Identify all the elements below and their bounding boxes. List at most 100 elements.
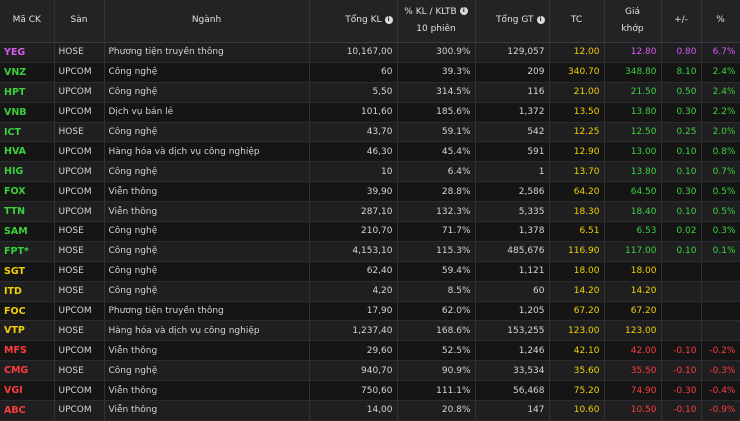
table-row[interactable]: HIG UPCOM Công nghệ 10 6.4% 1 13.70 13.80 0.10 0.…	[0, 161, 740, 183]
change-cell	[661, 301, 702, 322]
col-header-exchange[interactable]: Sàn	[54, 0, 105, 43]
match-price-cell: 35.50	[604, 360, 662, 382]
change-cell: 0.10	[661, 241, 702, 262]
col-header-change[interactable]: +/-	[661, 0, 702, 43]
symbol-cell[interactable]: HVA	[0, 141, 55, 163]
ref-price-cell: 64.20	[549, 181, 605, 203]
match-price-cell: 12.80	[604, 42, 662, 63]
info-icon[interactable]: i	[384, 15, 393, 24]
exchange-cell: HOSE	[54, 221, 105, 242]
volume-cell: 1,237,40	[309, 320, 398, 342]
table-row[interactable]: FOX UPCOM Viễn thông 39,90 28.8% 2,586 64.20 64…	[0, 181, 740, 203]
change-cell: 0.02	[661, 221, 702, 242]
change-pct-cell: -0.9%	[701, 400, 740, 421]
table-row[interactable]: FOC UPCOM Phương tiện truyền thông 17,90 62.…	[0, 301, 740, 322]
col-header-industry[interactable]: Ngành	[104, 0, 310, 43]
value-cell: 1,205	[475, 301, 550, 322]
change-pct-cell: -0.3%	[701, 360, 740, 382]
table-row[interactable]: ITD HOSE Công nghệ 4,20 8.5% 60 14.20 14.20	[0, 281, 740, 302]
change-cell: -0.30	[661, 380, 702, 402]
symbol-cell[interactable]: CMG	[0, 360, 55, 382]
exchange-cell: UPCOM	[54, 82, 105, 103]
table-row[interactable]: CMG HOSE Công nghệ 940,70 90.9% 33,534 35.60 35…	[0, 360, 740, 382]
pct-volume-cell: 8.5%	[397, 281, 476, 302]
table-row[interactable]: VTP HOSE Hàng hóa và dịch vụ công nghiệp 1,…	[0, 320, 740, 342]
col-header-total-value[interactable]: Tổng GT i	[475, 0, 550, 43]
change-pct-cell: 0.5%	[701, 181, 740, 203]
change-cell: -0.10	[661, 360, 702, 382]
table-row[interactable]: MFS UPCOM Viễn thông 29,60 52.5% 1,246 42.10 42…	[0, 340, 740, 362]
volume-cell: 940,70	[309, 360, 398, 382]
col-header-change-pct[interactable]: %	[701, 0, 740, 43]
change-pct-cell: -0.2%	[701, 340, 740, 362]
industry-cell: Công nghệ	[104, 241, 310, 262]
pct-volume-cell: 115.3%	[397, 241, 476, 262]
col-header-ref-price[interactable]: TC	[549, 0, 605, 43]
table-row[interactable]: TTN UPCOM Viễn thông 287,10 132.3% 5,335 18.30…	[0, 201, 740, 223]
table-row[interactable]: ABC UPCOM Viễn thông 14,00 20.8% 147 10.60 10.5…	[0, 400, 740, 421]
ref-price-cell: 18.00	[549, 261, 605, 282]
industry-cell: Công nghệ	[104, 221, 310, 242]
exchange-cell: UPCOM	[54, 380, 105, 402]
ref-price-cell: 75.20	[549, 380, 605, 402]
info-icon[interactable]: i	[459, 7, 468, 16]
table-row[interactable]: VNB UPCOM Dịch vụ bán lẻ 101,60 185.6% 1,372 1…	[0, 102, 740, 123]
ref-price-cell: 10.60	[549, 400, 605, 421]
symbol-cell[interactable]: ABC	[0, 400, 55, 421]
symbol-cell[interactable]: FPT*	[0, 241, 55, 262]
value-cell: 147	[475, 400, 550, 421]
change-pct-cell: -0.4%	[701, 380, 740, 402]
volume-cell: 29,60	[309, 340, 398, 362]
ref-price-cell: 12.90	[549, 141, 605, 163]
symbol-cell[interactable]: SAM	[0, 221, 55, 242]
table-row[interactable]: SAM HOSE Công nghệ 210,70 71.7% 1,378 6.51 6.53…	[0, 221, 740, 242]
match-price-cell: 18.40	[604, 201, 662, 223]
table-row[interactable]: HPT UPCOM Công nghệ 5,50 314.5% 116 21.00 21.50…	[0, 82, 740, 103]
symbol-cell[interactable]: HPT	[0, 82, 55, 103]
table-row[interactable]: HVA UPCOM Hàng hóa và dịch vụ công nghiệp 4…	[0, 141, 740, 163]
col-header-symbol[interactable]: Mã CK	[0, 0, 55, 43]
value-cell: 60	[475, 281, 550, 302]
col-header-pct-volume-line1: % KL / KLTB	[404, 6, 457, 17]
col-header-total-volume[interactable]: Tổng KL i	[309, 0, 398, 43]
value-cell: 56,468	[475, 380, 550, 402]
match-price-cell: 6.53	[604, 221, 662, 242]
volume-cell: 46,30	[309, 141, 398, 163]
table-row[interactable]: FPT* HOSE Công nghệ 4,153,10 115.3% 485,676 11…	[0, 241, 740, 262]
table-row[interactable]: VNZ UPCOM Công nghệ 60 39.3% 209 340.70 348.80 8…	[0, 62, 740, 83]
change-pct-cell: 0.7%	[701, 161, 740, 183]
exchange-cell: UPCOM	[54, 161, 105, 183]
pct-volume-cell: 71.7%	[397, 221, 476, 242]
info-icon[interactable]: i	[536, 15, 545, 24]
match-price-cell: 10.50	[604, 400, 662, 421]
volume-cell: 62,40	[309, 261, 398, 282]
symbol-cell[interactable]: VGI	[0, 380, 55, 402]
symbol-cell[interactable]: ITD	[0, 281, 55, 302]
table-row[interactable]: ICT HOSE Công nghệ 43,70 59.1% 542 12.25 12.50 0…	[0, 122, 740, 143]
pct-volume-cell: 62.0%	[397, 301, 476, 322]
volume-cell: 10,167,00	[309, 42, 398, 63]
symbol-cell[interactable]: ICT	[0, 122, 55, 143]
industry-cell: Phương tiện truyền thông	[104, 301, 310, 322]
symbol-cell[interactable]: FOX	[0, 181, 55, 203]
match-price-cell: 42.00	[604, 340, 662, 362]
ref-price-cell: 21.00	[549, 82, 605, 103]
table-row[interactable]: YEG HOSE Phương tiện truyền thông 10,167,00…	[0, 42, 740, 63]
table-row[interactable]: SGT HOSE Công nghệ 62,40 59.4% 1,121 18.00 18.0…	[0, 261, 740, 282]
symbol-cell[interactable]: VNZ	[0, 62, 55, 83]
volume-cell: 43,70	[309, 122, 398, 143]
symbol-cell[interactable]: YEG	[0, 42, 55, 63]
change-cell: -0.10	[661, 340, 702, 362]
symbol-cell[interactable]: VTP	[0, 320, 55, 342]
symbol-cell[interactable]: FOC	[0, 301, 55, 322]
col-header-match-price[interactable]: Giá khớp	[604, 0, 662, 43]
symbol-cell[interactable]: HIG	[0, 161, 55, 183]
value-cell: 5,335	[475, 201, 550, 223]
col-header-pct-volume[interactable]: % KL / KLTB i 10 phiên	[397, 0, 476, 43]
symbol-cell[interactable]: SGT	[0, 261, 55, 282]
exchange-cell: HOSE	[54, 261, 105, 282]
symbol-cell[interactable]: MFS	[0, 340, 55, 362]
table-row[interactable]: VGI UPCOM Viễn thông 750,60 111.1% 56,468 75.2…	[0, 380, 740, 402]
symbol-cell[interactable]: TTN	[0, 201, 55, 223]
symbol-cell[interactable]: VNB	[0, 102, 55, 123]
